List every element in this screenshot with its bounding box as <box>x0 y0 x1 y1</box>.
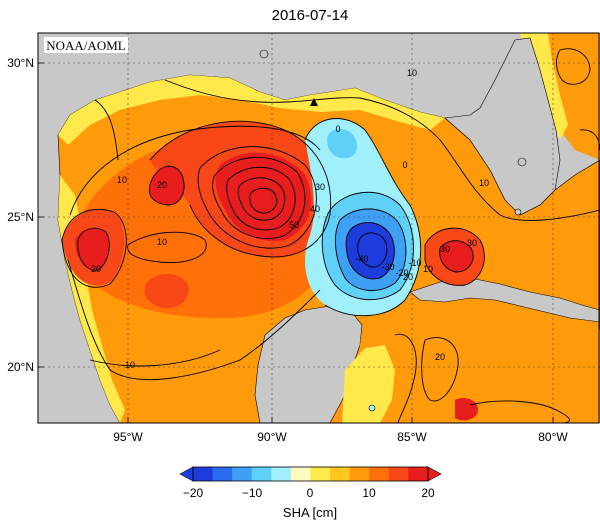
colorbar-cell <box>212 467 233 481</box>
colorbar-cell <box>369 467 390 481</box>
island-bahamas <box>517 157 527 167</box>
credit-box <box>44 37 128 53</box>
contour-label: -10 <box>408 258 421 268</box>
contour-label: 50 <box>289 220 299 230</box>
contour-label: 30 <box>315 182 325 192</box>
contour-label: 10 <box>479 178 489 188</box>
credit-label: NOAA/AOML <box>46 38 126 53</box>
colorbar-tick: −10 <box>242 486 263 500</box>
colorbar-tick: −20 <box>183 486 204 500</box>
map-area: 0 10 20 30 40 50 10 20 30 0 -10 -20 -30 … <box>38 33 600 423</box>
colorbar-tick-labels: −20 −10 0 10 20 <box>183 486 435 500</box>
colorbar: −20 −10 0 10 20 SHA [cm] <box>179 466 442 520</box>
contour-label: 20 <box>435 352 445 362</box>
colorbar-label: SHA [cm] <box>283 505 337 520</box>
contour-label: 0 <box>335 124 340 134</box>
lat-label: 25°N <box>7 210 34 224</box>
island-small <box>259 49 269 59</box>
lat-label: 30°N <box>7 56 34 70</box>
colorbar-high-arrow <box>427 466 442 482</box>
contour-label: 30 <box>467 238 477 248</box>
grid-lines <box>38 33 600 423</box>
colorbar-cell <box>232 467 253 481</box>
contour-label: 10 <box>157 237 167 247</box>
southwest-red <box>144 273 189 309</box>
contour-label: 20 <box>403 272 413 282</box>
lon-label: 80°W <box>538 430 568 444</box>
colorbar-cell <box>408 467 429 481</box>
west-eddy-core <box>75 228 109 271</box>
northern-shelf-yellow <box>58 75 445 145</box>
florida-land <box>444 37 561 216</box>
contour-label: 0 <box>402 160 407 170</box>
tick-marks <box>38 62 554 423</box>
colorbar-cell <box>193 467 213 481</box>
caribbean-red <box>455 398 478 421</box>
colorbar-tick: 20 <box>421 486 435 500</box>
lon-label: 90°W <box>257 430 287 444</box>
map-frame <box>37 32 600 424</box>
colorbar-cell <box>251 467 272 481</box>
colorbar-cell <box>388 467 409 481</box>
contour-lines <box>61 48 600 423</box>
contour-label: 10 <box>125 360 135 370</box>
contour-label: 20 <box>91 264 101 274</box>
lon-label: 95°W <box>113 430 143 444</box>
map-title: 2016-07-14 <box>272 7 349 24</box>
cold-north-lobe <box>327 128 358 159</box>
colorbar-tick: 10 <box>362 486 376 500</box>
contour-label: 40 <box>310 204 320 214</box>
contour-label: -30 <box>381 262 394 272</box>
small-eddy-red <box>149 166 185 205</box>
lat-label: 20°N <box>7 360 34 374</box>
colorbar-low-arrow <box>179 466 194 482</box>
colorbar-cells <box>193 467 429 481</box>
caribbean-region <box>345 305 600 423</box>
island-cayman <box>368 404 376 412</box>
east-eddy-core <box>439 240 474 272</box>
colorbar-tick: 0 <box>307 486 314 500</box>
contour-label: 10 <box>117 175 127 185</box>
yucatan-land <box>254 305 363 423</box>
contour-label: -40 <box>355 254 368 264</box>
colorbar-cell <box>310 467 331 481</box>
contour-label: 10 <box>423 264 433 274</box>
cold-eddy-core <box>346 222 395 279</box>
colorbar-frame <box>192 466 429 482</box>
contour-label-group: 0 10 20 30 40 50 10 20 30 0 -10 -20 -30 … <box>91 68 489 370</box>
contour-label: -20 <box>395 268 408 278</box>
cuba-land <box>409 277 600 323</box>
lon-label: 85°W <box>397 430 427 444</box>
contour-label: 20 <box>157 180 167 190</box>
colorbar-cell <box>349 467 370 481</box>
colorbar-cell <box>290 467 311 481</box>
colorbar-cell <box>271 467 292 481</box>
contour-label: 30 <box>440 244 450 254</box>
caribbean-yellow <box>342 345 395 423</box>
station-marker-triangle <box>310 98 318 106</box>
island-keys <box>514 208 522 216</box>
colorbar-cell <box>330 467 351 481</box>
